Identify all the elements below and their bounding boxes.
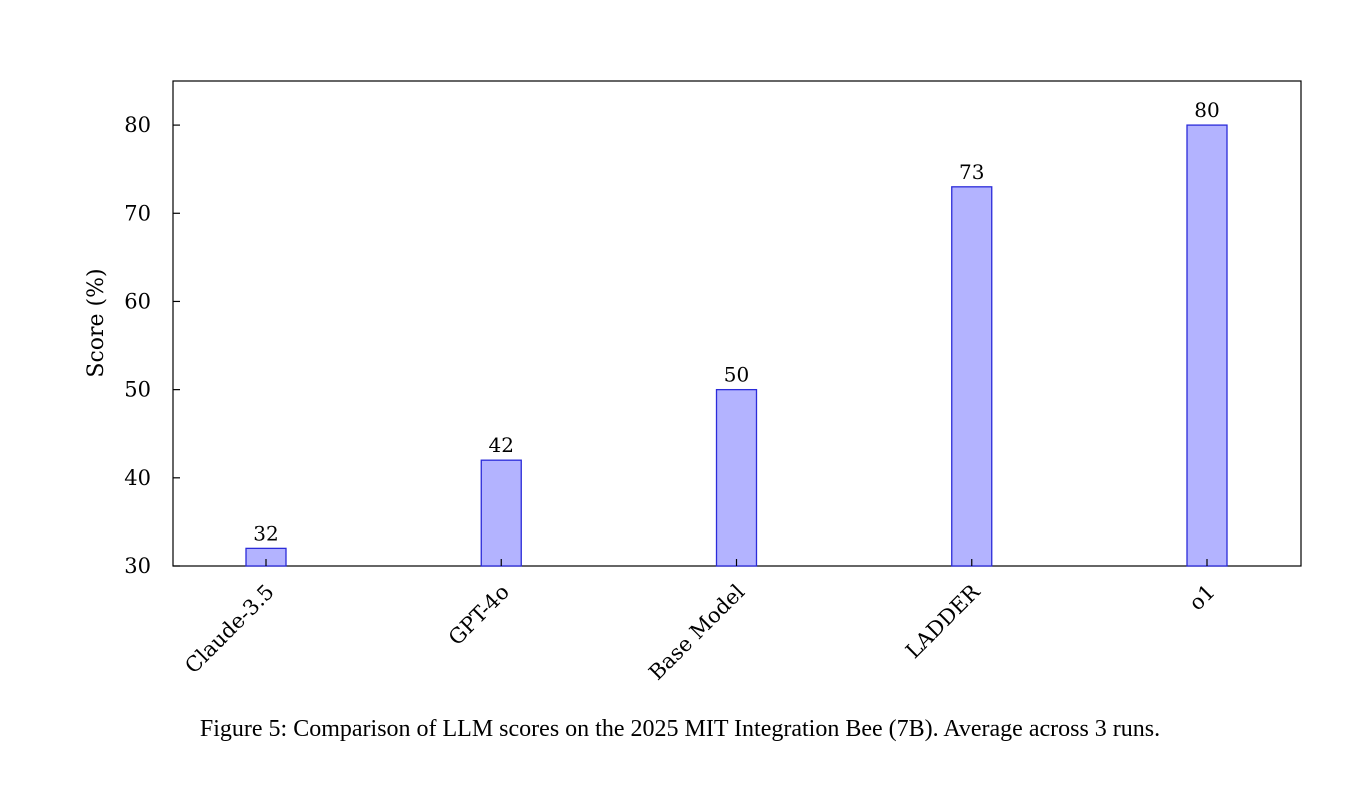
bar-value-label: 80 bbox=[1194, 98, 1219, 122]
y-axis: 30 40 50 60 70 80 bbox=[124, 113, 180, 578]
x-axis: Claude-3.5 GPT-4o Base Model LADDER o1 bbox=[180, 559, 1220, 685]
bar-value-label: 73 bbox=[959, 160, 984, 184]
bar-value-label: 42 bbox=[489, 433, 514, 457]
bar-value-label: 32 bbox=[253, 521, 278, 545]
bars-group bbox=[245, 124, 1228, 567]
bar-o1 bbox=[1186, 124, 1228, 567]
x-tick-label: Base Model bbox=[644, 580, 749, 685]
x-tick-label: Claude-3.5 bbox=[180, 580, 278, 678]
bar-value-label: 50 bbox=[724, 363, 749, 387]
y-tick-label: 80 bbox=[124, 113, 151, 137]
x-tick-label: LADDER bbox=[901, 579, 985, 663]
y-tick-label: 30 bbox=[124, 554, 151, 578]
y-axis-title: Score (%) bbox=[84, 268, 109, 377]
bar-ladder bbox=[951, 186, 993, 567]
data-labels-group: 32 42 50 73 80 bbox=[253, 98, 1219, 545]
y-tick-label: 40 bbox=[124, 466, 151, 490]
bar-base-model bbox=[715, 388, 758, 567]
y-tick-label: 50 bbox=[124, 378, 151, 402]
y-tick-label: 70 bbox=[124, 201, 151, 225]
x-tick-label: GPT-4o bbox=[444, 580, 514, 650]
bar-gpt-4o bbox=[480, 459, 522, 567]
bar-chart: 30 40 50 60 70 80 32 42 50 73 80 Claude-3.5 GPT-4o… bbox=[84, 80, 1302, 685]
figure-caption: Figure 5: Comparison of LLM scores on th… bbox=[199, 716, 1161, 742]
x-tick-label: o1 bbox=[1184, 580, 1219, 615]
y-tick-label: 60 bbox=[124, 289, 151, 313]
